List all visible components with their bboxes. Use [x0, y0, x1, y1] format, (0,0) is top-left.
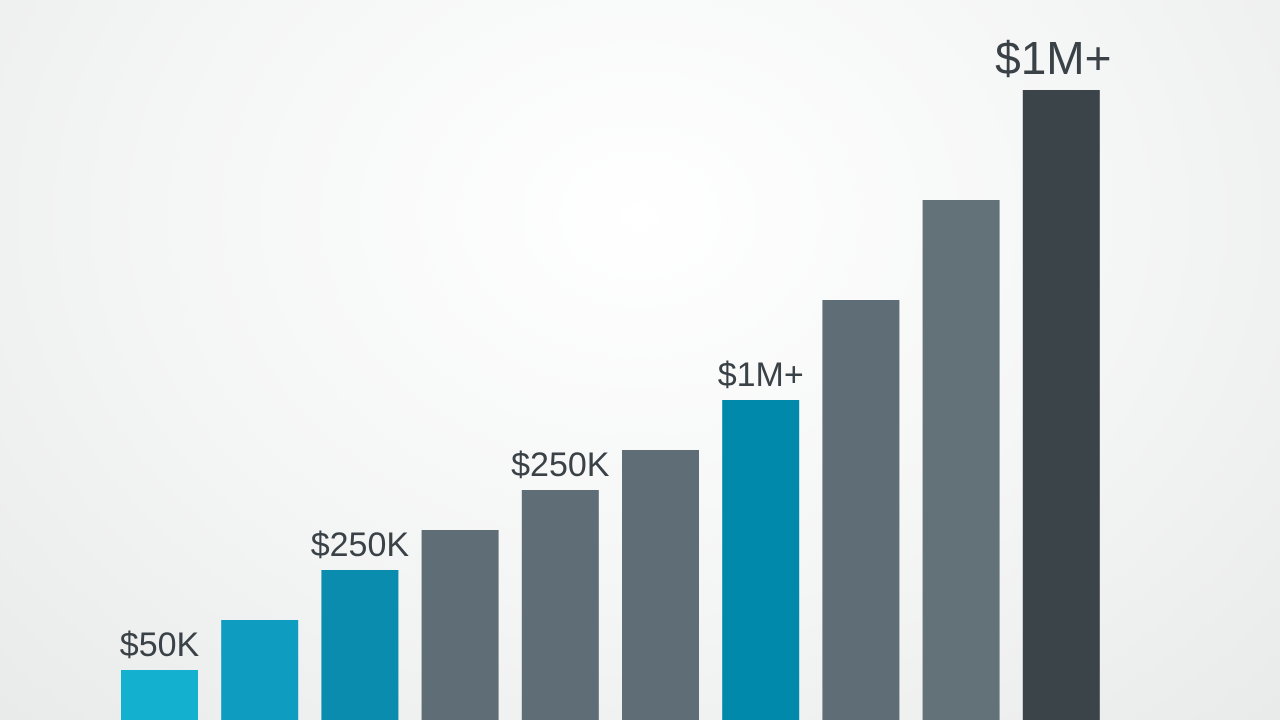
bar-9 — [922, 200, 1000, 720]
bar-5-value-label: $250K — [511, 446, 610, 484]
bar-3 — [321, 570, 399, 720]
bar-8 — [822, 300, 900, 720]
bar-10 — [1022, 90, 1100, 720]
data-labels-group: $50K $250K $250K $1M+ $1M+ — [120, 32, 1112, 664]
bar-5 — [521, 490, 599, 720]
bar-6 — [622, 450, 699, 720]
bar-3-value-label: $250K — [311, 526, 410, 564]
bar-10-value-label: $1M+ — [995, 32, 1111, 84]
bar-7 — [722, 400, 800, 720]
bar-1-value-label: $50K — [120, 626, 200, 664]
bar-4 — [421, 530, 499, 720]
bars-group — [121, 90, 1100, 720]
bar-2 — [221, 620, 299, 720]
bar-7-value-label: $1M+ — [718, 356, 804, 394]
bar-1 — [121, 670, 198, 720]
